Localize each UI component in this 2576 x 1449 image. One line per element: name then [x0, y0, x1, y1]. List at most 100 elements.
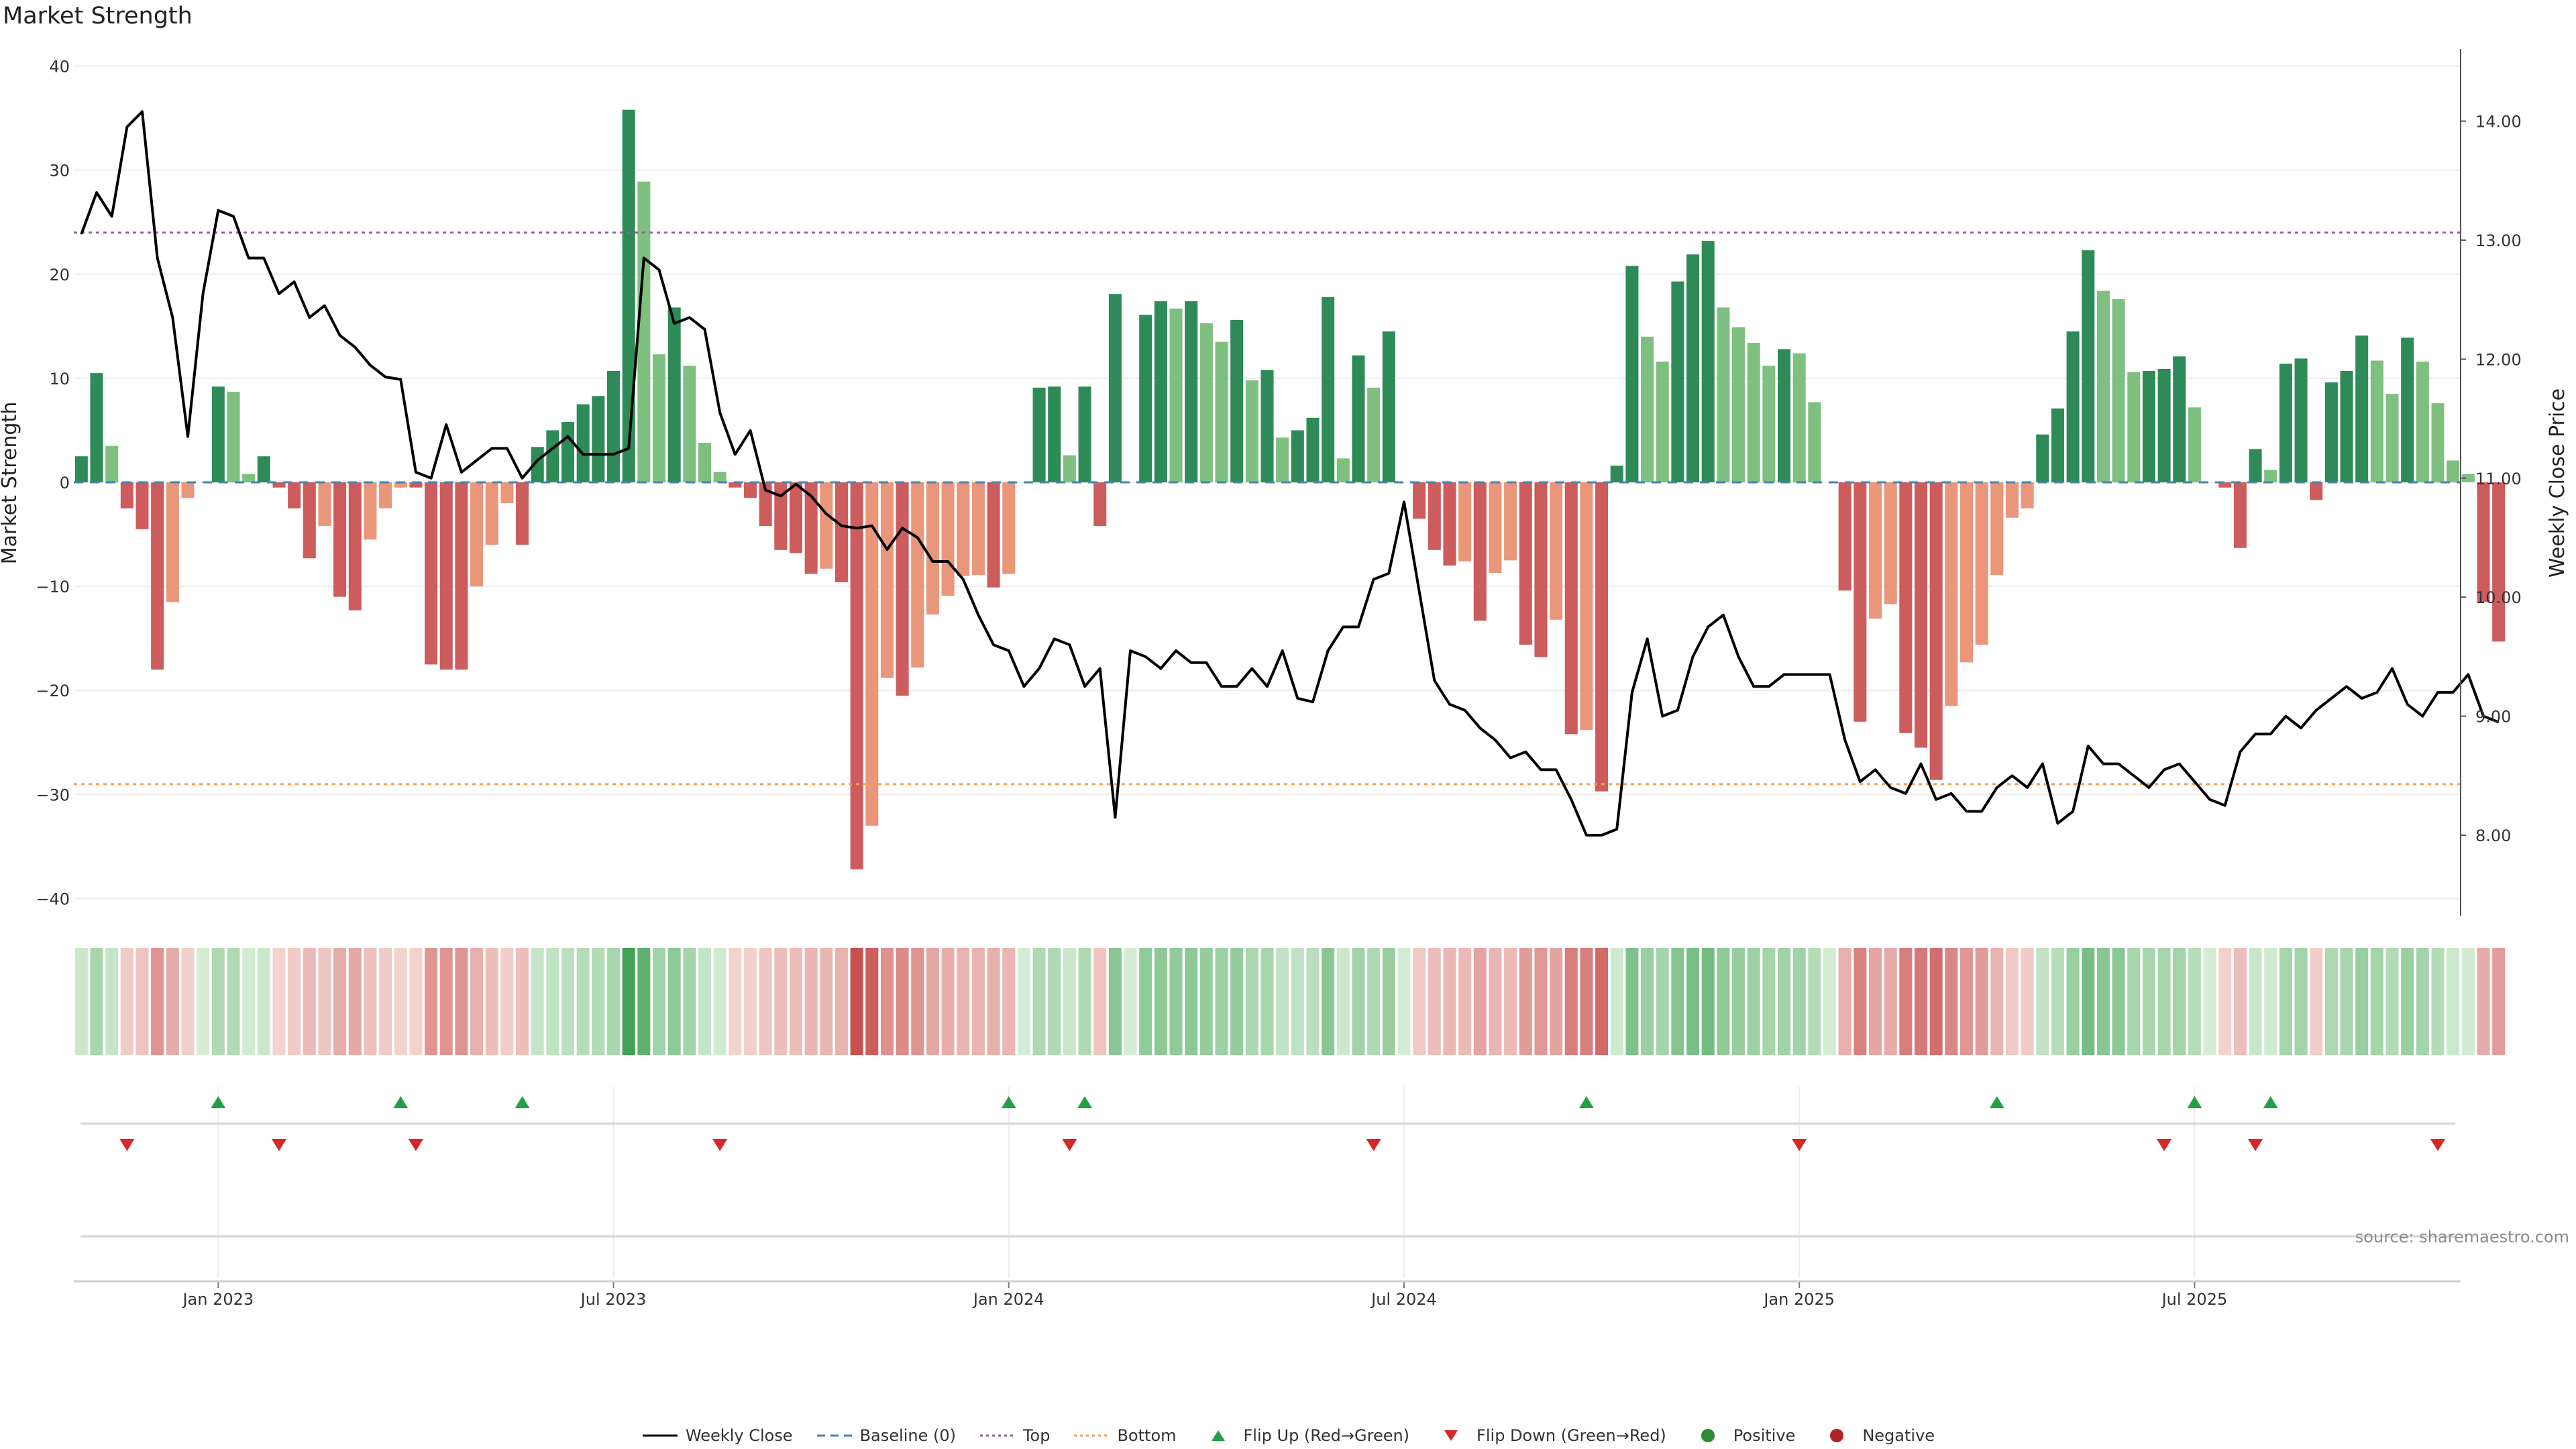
strength-bar: [1108, 294, 1122, 482]
heat-strip-cell: [379, 948, 392, 1055]
heat-strip-cell: [2370, 948, 2383, 1055]
heat-strip-cell: [1929, 948, 1943, 1055]
heat-strip-cell: [2294, 948, 2308, 1055]
heat-strip-cell: [911, 948, 924, 1055]
heat-strip-cell: [804, 948, 818, 1055]
flip-down-marker: [1792, 1139, 1807, 1151]
heat-strip-cell: [74, 948, 88, 1055]
heat-strip-cell: [1245, 948, 1258, 1055]
heat-strip-cell: [1199, 948, 1213, 1055]
legend-item: Weekly Close: [641, 1426, 793, 1445]
heat-strip-cell: [2142, 948, 2155, 1055]
heat-strip-cell: [606, 948, 621, 1055]
heat-strip-cell: [303, 948, 316, 1055]
x-tick-label: Jul 2023: [580, 1290, 647, 1309]
strength-bar: [1914, 482, 1928, 748]
heat-strip-cell: [1899, 948, 1913, 1055]
y-tick-label-left: −20: [36, 682, 70, 700]
heat-strip-cell: [561, 948, 575, 1055]
strength-bar: [1838, 482, 1851, 591]
strength-bar: [865, 482, 879, 826]
strength-bar: [1093, 482, 1107, 527]
heat-strip-cell: [1382, 948, 1395, 1055]
heat-strip-cell: [1808, 948, 1821, 1055]
strength-bar: [896, 482, 909, 696]
strength-bar: [455, 482, 468, 670]
dot-icon: [1701, 1429, 1715, 1442]
heat-strip-cell: [470, 948, 484, 1055]
strength-bar: [926, 482, 939, 615]
heat-strip-cell: [729, 948, 742, 1055]
heat-strip-cell: [2355, 948, 2369, 1055]
strength-bar: [211, 386, 225, 482]
y-tick-label-left: −40: [36, 890, 70, 908]
heat-strip-cell: [485, 948, 498, 1055]
strength-bar: [1260, 370, 1274, 482]
heat-strip-cell: [1838, 948, 1851, 1055]
y-tick-label-right: 12.00: [2475, 350, 2522, 369]
heat-strip-cell: [637, 948, 651, 1055]
heat-strip-cell: [1215, 948, 1228, 1055]
triangle-up-icon: [1211, 1430, 1225, 1441]
x-tick-label: Jan 2024: [972, 1290, 1044, 1309]
heat-strip-cell: [1291, 948, 1304, 1055]
strength-bar: [379, 482, 392, 508]
heat-strip-cell: [987, 948, 1000, 1055]
heat-strip-cell: [500, 948, 514, 1055]
strength-bar: [683, 366, 696, 482]
heat-strip-cell: [2127, 948, 2141, 1055]
heat-strip-cell: [2082, 948, 2095, 1055]
flip-up-marker: [393, 1096, 409, 1108]
heat-strip-cell: [1124, 948, 1137, 1055]
heat-strip-cell: [2066, 948, 2080, 1055]
strength-bar: [531, 447, 544, 482]
strength-bar: [288, 482, 301, 508]
heat-strip-cell: [531, 948, 544, 1055]
heat-strip-cell: [2112, 948, 2125, 1055]
strength-bar: [1291, 430, 1304, 482]
heat-strip-cell: [2340, 948, 2353, 1055]
strength-bar: [1367, 387, 1381, 482]
strength-bar: [151, 482, 164, 670]
strength-bar: [1185, 301, 1198, 482]
heat-strip-cell: [2188, 948, 2201, 1055]
heat-strip-cell: [2218, 948, 2232, 1055]
strength-bar: [2036, 434, 2049, 482]
strength-bar: [789, 482, 802, 553]
x-tick-label: Jul 2024: [1370, 1290, 1437, 1309]
y-tick-label-left: 20: [49, 266, 70, 284]
strength-bar: [2431, 403, 2445, 482]
heat-strip-cell: [2051, 948, 2064, 1055]
flip-up-marker: [1077, 1096, 1093, 1108]
strength-bar: [227, 392, 240, 482]
strength-bar: [1610, 466, 1623, 482]
strength-bar: [1762, 366, 1776, 482]
heat-strip-cell: [971, 948, 985, 1055]
strength-bar: [2324, 382, 2338, 482]
heat-strip-cell: [1093, 948, 1107, 1055]
strength-bar: [2188, 407, 2201, 482]
heat-strip-cell: [926, 948, 939, 1055]
strength-bar: [257, 456, 270, 482]
heat-strip-cell: [1868, 948, 1882, 1055]
flip-up-marker: [1989, 1096, 2004, 1108]
heat-strip-cell: [2096, 948, 2110, 1055]
legend-item: Baseline (0): [816, 1426, 956, 1445]
heat-strip-cell: [1489, 948, 1502, 1055]
x-tick-label: Jan 2025: [1762, 1290, 1835, 1309]
heat-strip-cell: [1595, 948, 1609, 1055]
strength-bar: [2127, 372, 2141, 482]
legend-label: Bottom: [1117, 1426, 1177, 1445]
strength-bar: [1428, 482, 1441, 550]
y-tick-label-right: 9.00: [2475, 708, 2511, 727]
strength-bar: [2416, 362, 2429, 482]
heat-strip-cell: [2021, 948, 2034, 1055]
strength-bar: [1458, 482, 1472, 561]
heat-strip-cell: [197, 948, 210, 1055]
heat-strip-cell: [1306, 948, 1320, 1055]
strength-bar: [1322, 297, 1335, 482]
flip-down-marker: [712, 1139, 728, 1151]
heat-strip-cell: [257, 948, 270, 1055]
heat-strip-cell: [1230, 948, 1244, 1055]
heat-strip-cell: [683, 948, 696, 1055]
